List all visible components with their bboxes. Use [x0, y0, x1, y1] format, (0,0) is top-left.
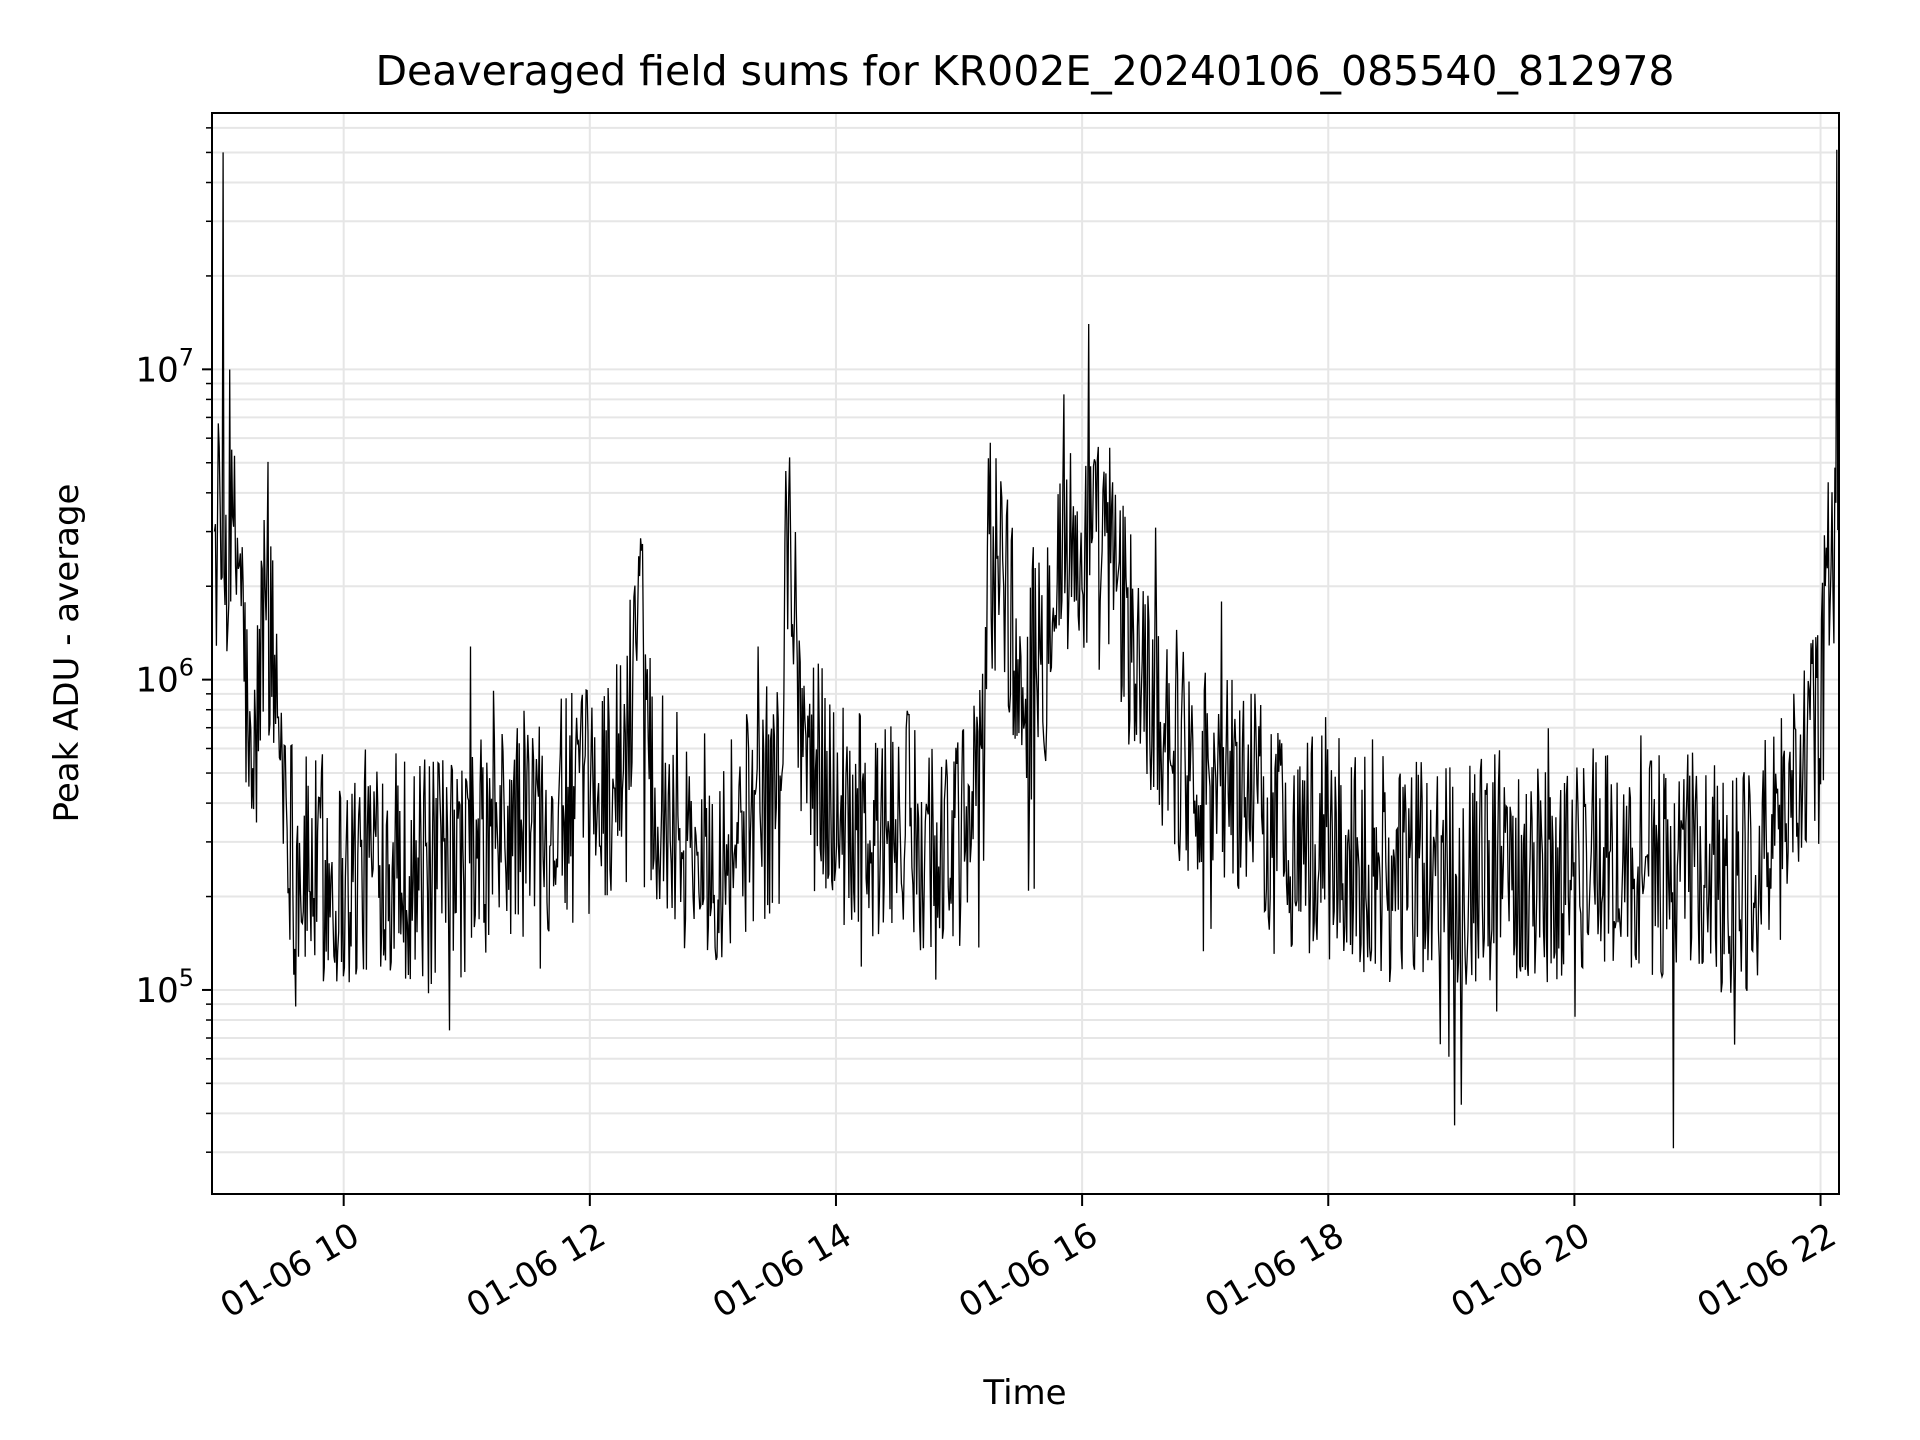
y-tick-base: 10: [135, 661, 178, 701]
chart-title: Deaveraged field sums for KR002E_2024010…: [375, 47, 1674, 95]
x-tick-label: 01-06 18: [1198, 1215, 1350, 1326]
series-line: [213, 149, 1839, 1149]
y-tick-exponent: 6: [179, 654, 194, 682]
y-tick-exponent: 5: [179, 964, 194, 992]
grid: [212, 113, 1839, 1194]
y-tick-base: 10: [135, 350, 178, 390]
x-axis-label: Time: [982, 1373, 1066, 1413]
y-axis-label: Peak ADU - average: [47, 484, 87, 823]
x-tick-label: 01-06 14: [706, 1215, 858, 1326]
y-tick-label: 107: [135, 343, 194, 390]
x-tick-label: 01-06 10: [214, 1215, 366, 1326]
y-tick-exponent: 7: [179, 343, 194, 371]
y-tick-base: 10: [135, 971, 178, 1011]
x-axis: 01-06 10 01-06 12 01-06 14 01-06 16 01-06 18…: [214, 1194, 1843, 1326]
x-tick-label: 01-06 20: [1445, 1215, 1597, 1326]
x-tick-label: 01-06 22: [1691, 1215, 1843, 1326]
y-tick-label: 105: [135, 964, 194, 1011]
plot-frame: [211, 112, 1840, 1195]
x-tick-label: 01-06 16: [952, 1215, 1104, 1326]
series-group: [213, 149, 1839, 1149]
x-tick-label: 01-06 12: [460, 1215, 612, 1326]
y-tick-label: 106: [135, 654, 194, 701]
